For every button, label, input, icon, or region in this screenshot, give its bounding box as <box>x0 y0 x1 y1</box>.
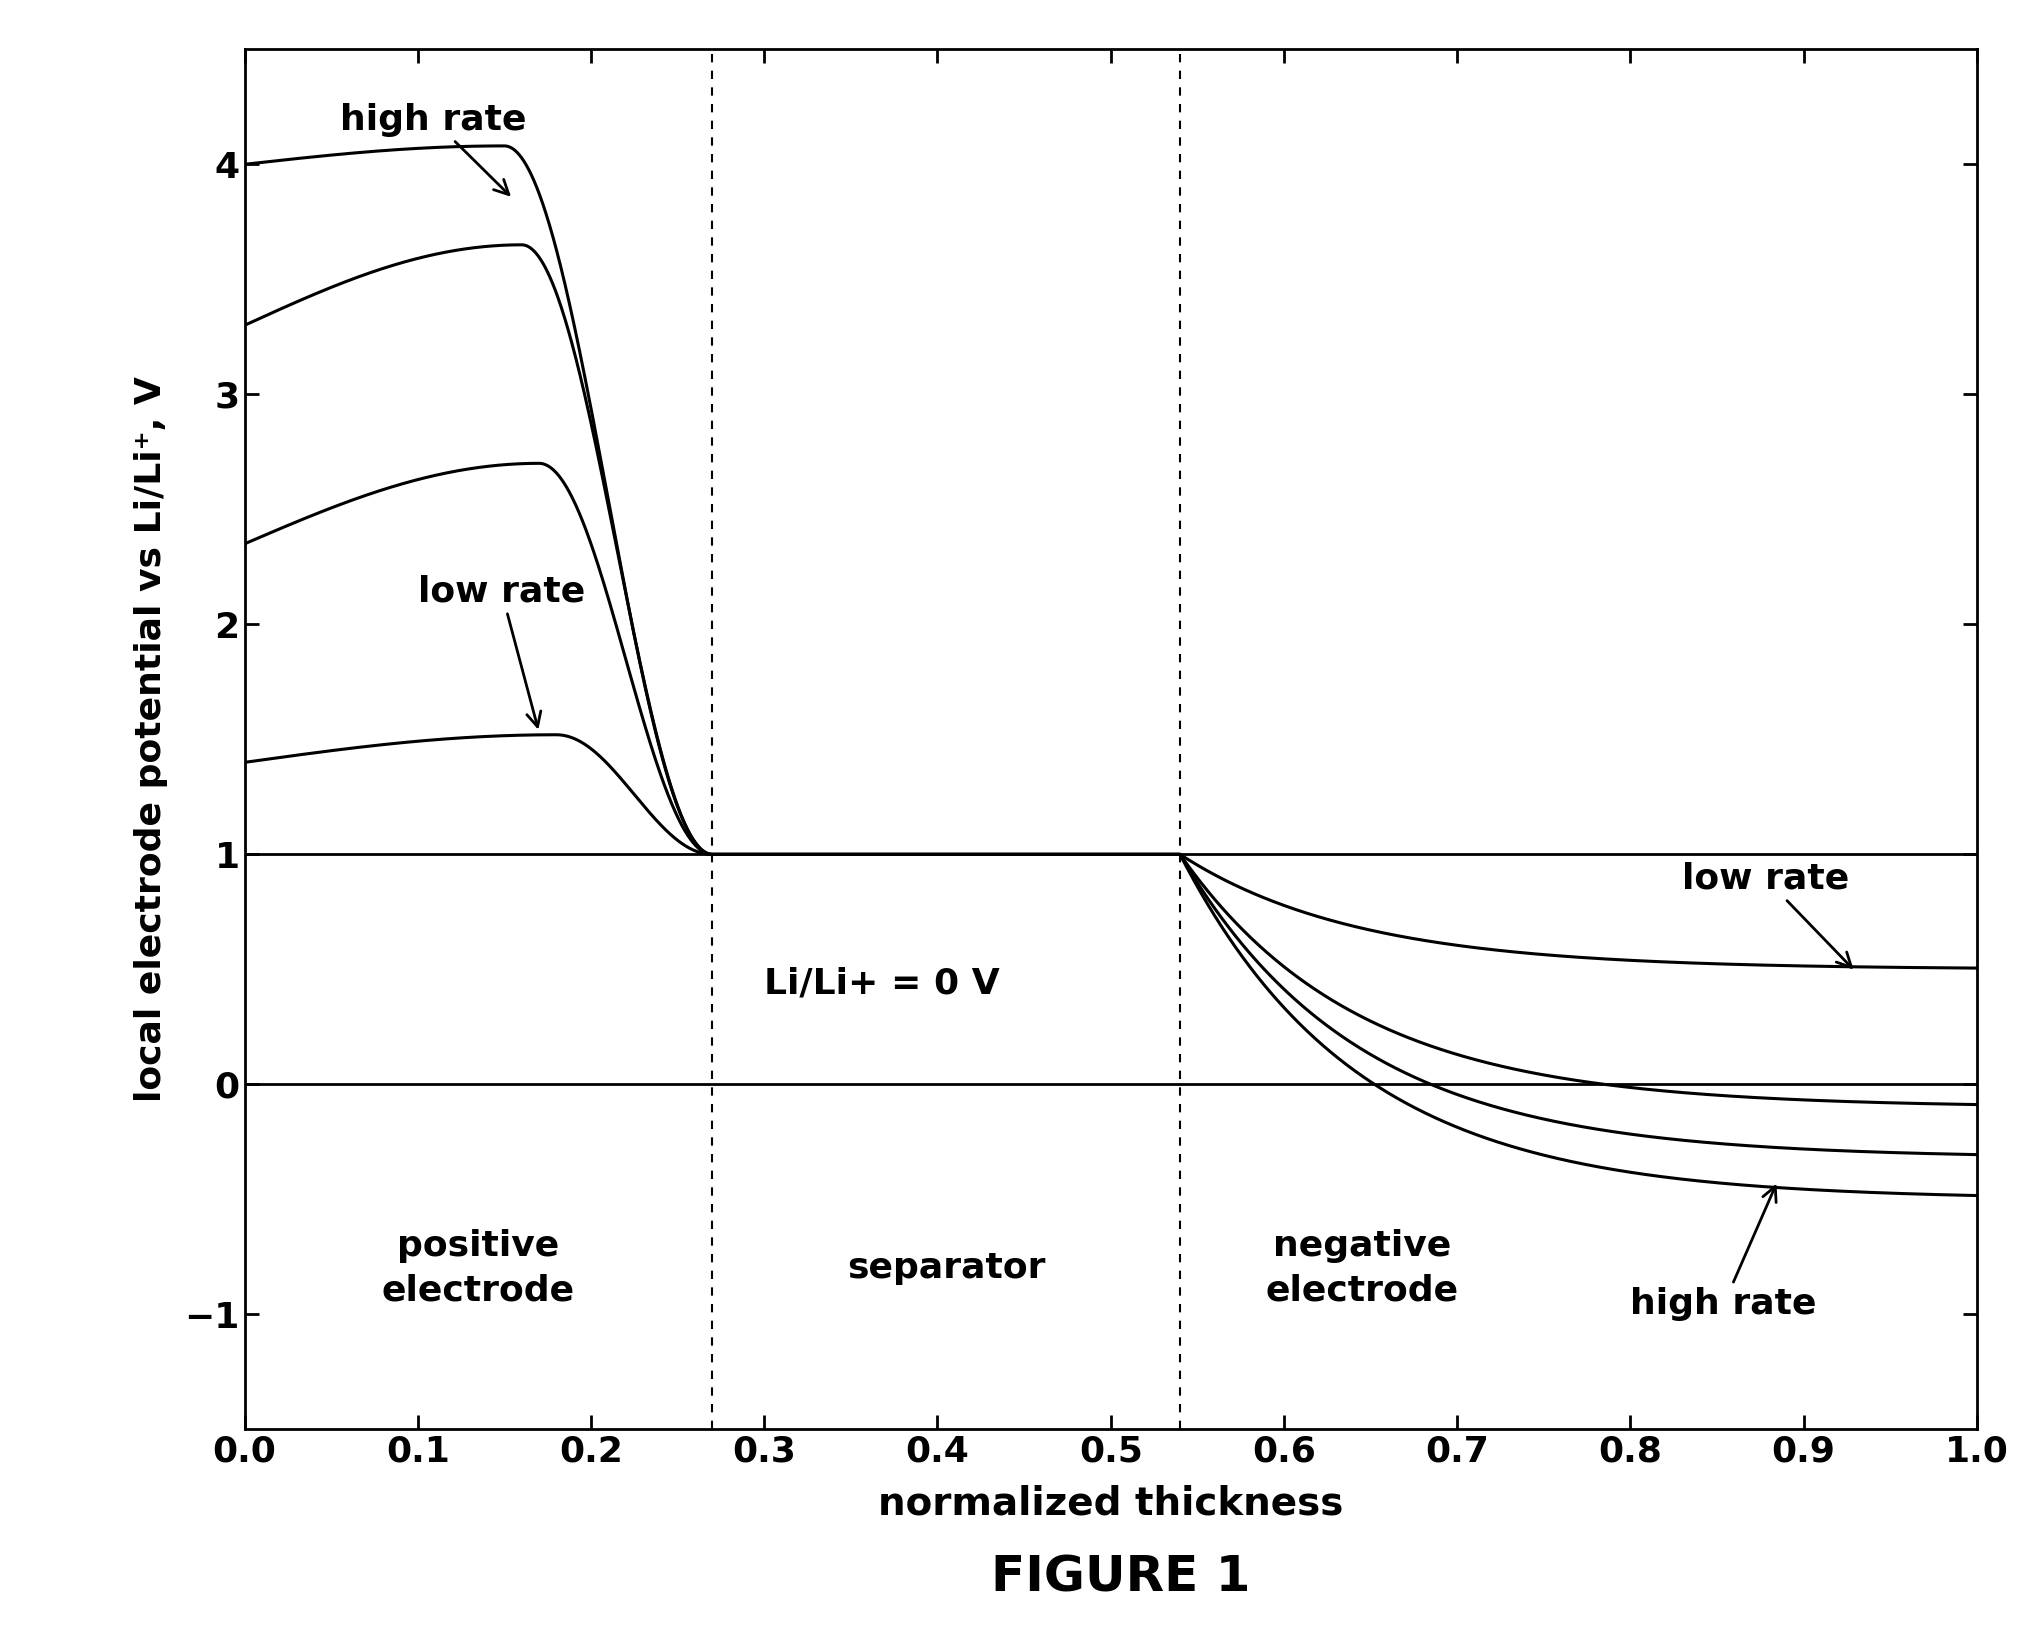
Text: low rate: low rate <box>1681 863 1851 968</box>
Text: Li/Li+ = 0 V: Li/Li+ = 0 V <box>764 966 1001 1001</box>
Text: low rate: low rate <box>418 575 585 726</box>
Text: negative
electrode: negative electrode <box>1266 1229 1459 1308</box>
X-axis label: normalized thickness: normalized thickness <box>878 1485 1343 1523</box>
Text: FIGURE 1: FIGURE 1 <box>990 1553 1251 1602</box>
Text: positive
electrode: positive electrode <box>381 1229 575 1308</box>
Y-axis label: local electrode potential vs Li/Li⁺, V: local electrode potential vs Li/Li⁺, V <box>135 376 167 1102</box>
Text: separator: separator <box>848 1252 1045 1285</box>
Text: high rate: high rate <box>1630 1186 1818 1321</box>
Text: high rate: high rate <box>340 104 526 194</box>
